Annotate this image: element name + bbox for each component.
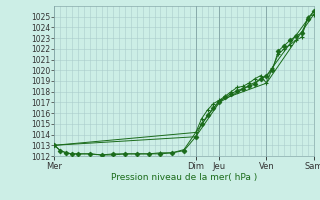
- X-axis label: Pression niveau de la mer( hPa ): Pression niveau de la mer( hPa ): [111, 173, 257, 182]
